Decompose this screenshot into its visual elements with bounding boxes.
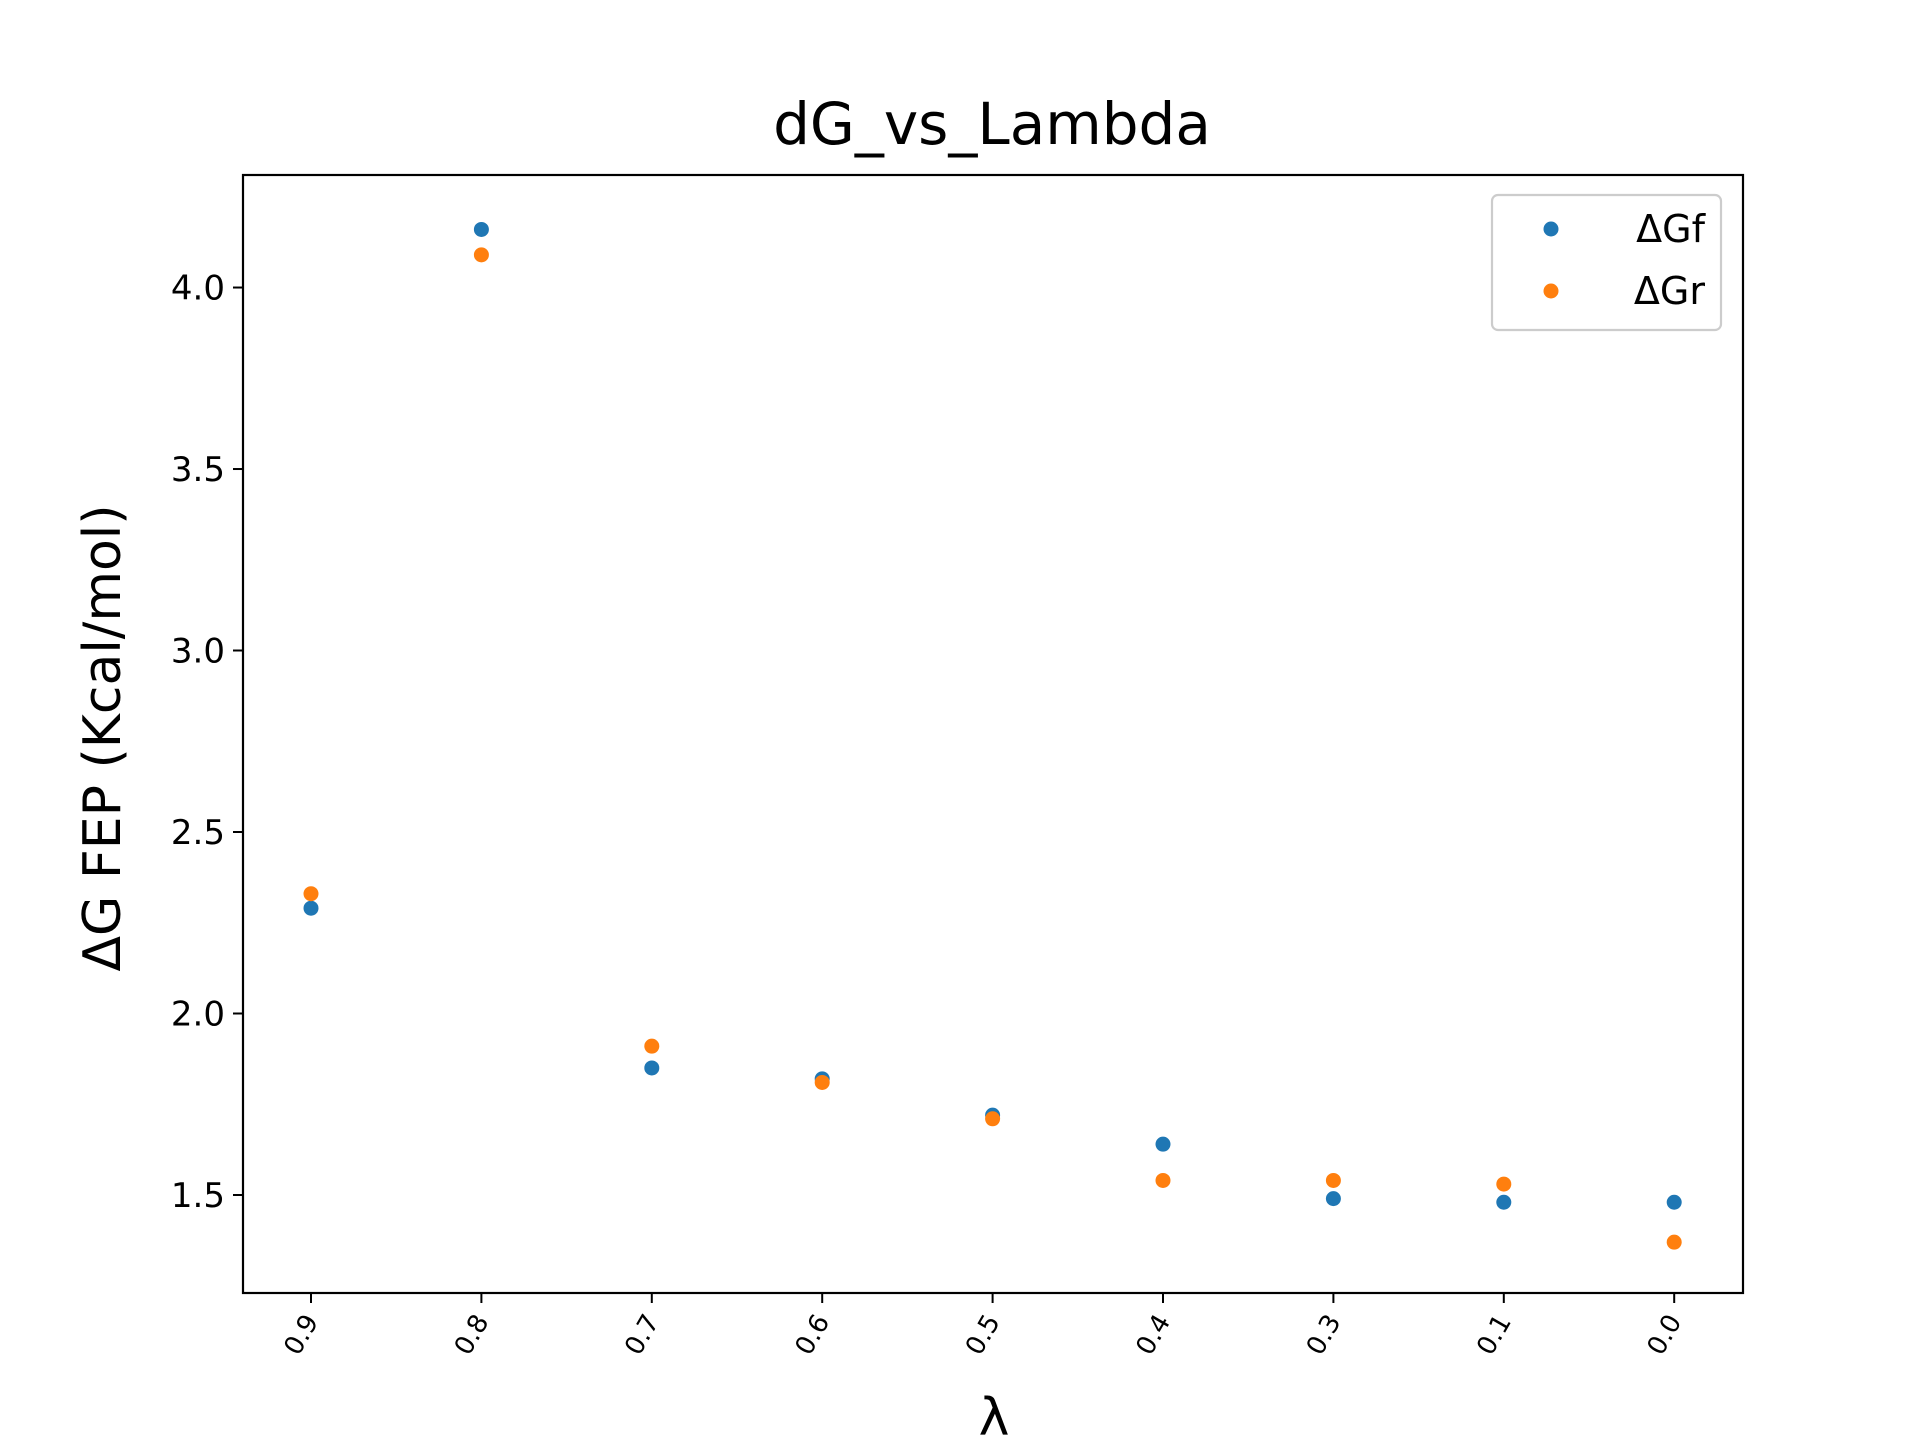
data-point-dgf (1325, 1191, 1341, 1207)
data-point-dgf (303, 900, 319, 916)
y-tick-label: 3.0 (171, 632, 225, 672)
y-axis-label: ΔG FEP (Kcal/mol) (73, 504, 133, 971)
data-point-dgf (473, 221, 489, 237)
legend-marker-dgr (1543, 283, 1559, 299)
data-point-dgr (985, 1111, 1001, 1127)
chart-title: dG_vs_Lambda (773, 90, 1211, 158)
legend-label-dgr: ΔGr (1634, 269, 1705, 313)
data-point-dgr (1666, 1234, 1682, 1250)
data-point-dgf (1155, 1136, 1171, 1152)
data-point-dgf (1666, 1194, 1682, 1210)
data-point-dgr (473, 247, 489, 263)
plot-frame (241, 173, 1745, 1295)
data-point-dgr (814, 1074, 830, 1090)
y-tick-label: 1.5 (171, 1176, 225, 1216)
y-tick-label: 2.0 (171, 995, 225, 1035)
x-axis-label: λ (979, 1388, 1010, 1440)
points-layer (303, 221, 1682, 1250)
legend: ΔGf ΔGr (1490, 193, 1723, 332)
data-point-dgr (1325, 1172, 1341, 1188)
data-point-dgf (644, 1060, 660, 1076)
data-point-dgf (1496, 1194, 1512, 1210)
data-point-dgr (1496, 1176, 1512, 1192)
legend-marker-dgf (1543, 221, 1559, 237)
data-point-dgr (303, 886, 319, 902)
legend-label-dgf: ΔGf (1636, 207, 1706, 251)
y-tick-label: 3.5 (171, 450, 225, 490)
data-point-dgr (1155, 1172, 1171, 1188)
data-point-dgr (644, 1038, 660, 1054)
y-tick-label: 4.0 (171, 269, 225, 309)
y-tick-label: 2.5 (171, 813, 225, 853)
